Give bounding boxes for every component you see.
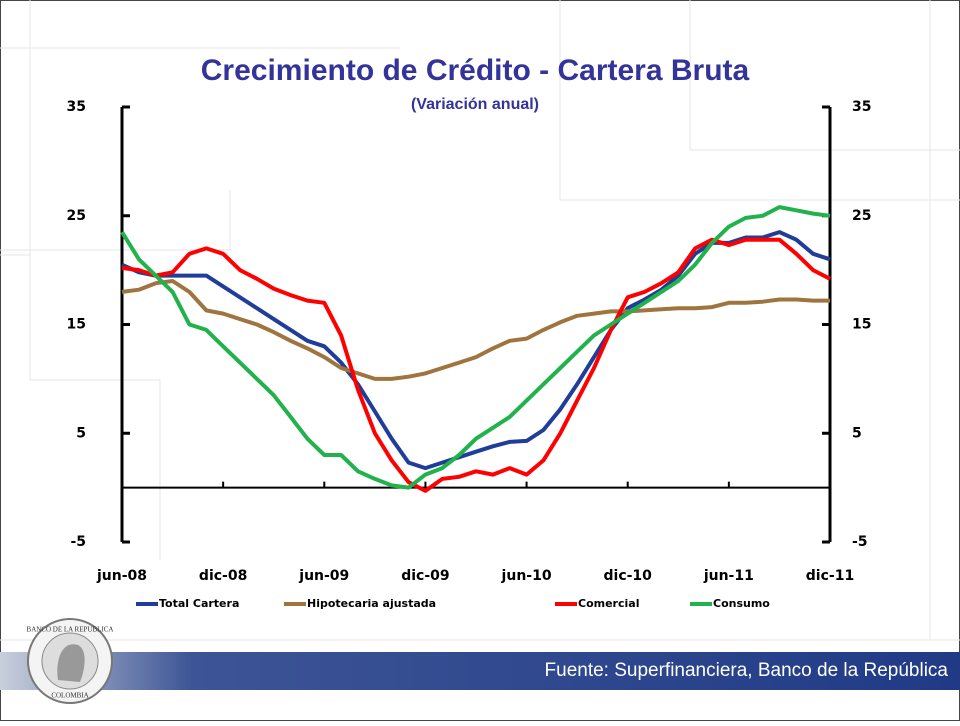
- logo-top: BANCO DE LA REPUBLICA: [27, 626, 114, 634]
- x-tick-label: jun-08: [96, 568, 147, 584]
- x-tick-label: dic-09: [401, 568, 449, 584]
- y-tick-label: 15: [67, 317, 86, 333]
- x-tick-label: jun-11: [703, 568, 754, 584]
- footer-source: Fuente: Superfinanciera, Banco de la Rep…: [545, 660, 949, 681]
- chart-title: Crecimiento de Crédito - Cartera Bruta: [201, 54, 750, 87]
- x-tick-label: jun-10: [501, 568, 552, 584]
- x-tick-label: dic-08: [199, 568, 247, 584]
- footer-bar: [0, 652, 960, 690]
- series-line: [121, 237, 831, 493]
- legend-label: Consumo: [713, 597, 770, 610]
- logo-bottom: COLOMBIA: [51, 692, 88, 700]
- x-tick-label: dic-10: [604, 568, 653, 584]
- series-line: [120, 205, 831, 490]
- legend-label: Total Cartera: [159, 597, 239, 610]
- x-tick-label: dic-11: [806, 568, 854, 584]
- y2-tick-label: 35: [852, 99, 871, 115]
- y2-tick-label: 5: [852, 425, 862, 441]
- logo: BANCO DE LA REPUBLICA COLOMBIA: [27, 618, 114, 704]
- y-tick-label: 25: [67, 208, 86, 224]
- legend-label: Hipotecaria ajustada: [307, 597, 436, 610]
- series-line: [121, 279, 830, 381]
- y2-tick-label: -5: [852, 534, 868, 550]
- x-tick-label: jun-09: [298, 568, 349, 584]
- y2-tick-label: 15: [852, 317, 871, 333]
- background-lines: [0, 0, 960, 641]
- y-tick-label: 5: [76, 425, 86, 441]
- y-tick-label: -5: [70, 534, 86, 550]
- legend-label: Comercial: [578, 597, 639, 610]
- y2-tick-label: 25: [852, 208, 871, 224]
- y-tick-label: 35: [67, 99, 86, 115]
- chart-subtitle: (Variación anual): [411, 96, 539, 113]
